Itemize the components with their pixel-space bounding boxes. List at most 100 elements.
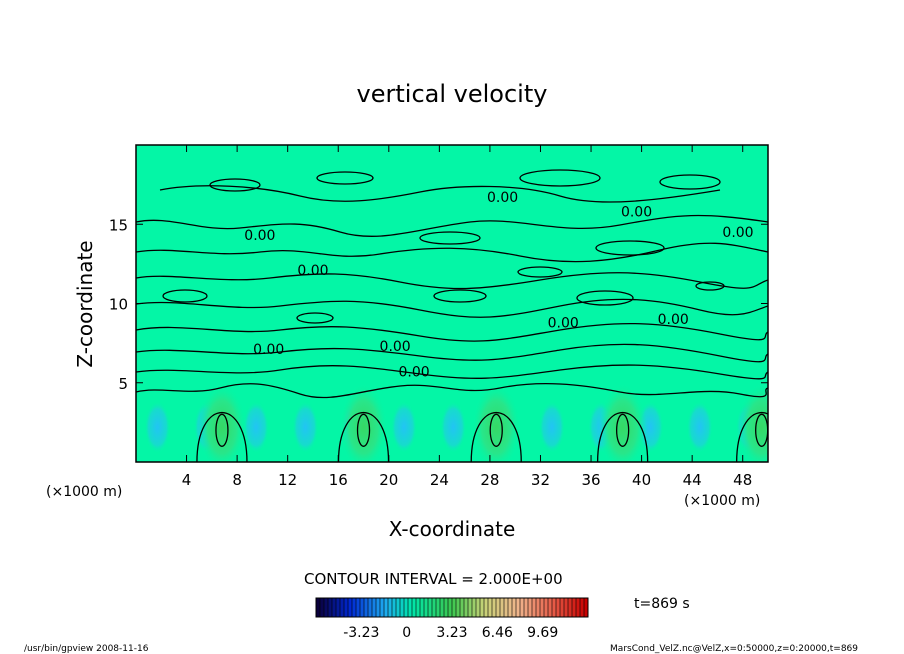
colorbar-segment [512, 598, 517, 617]
chart-title: vertical velocity [357, 80, 548, 108]
contour-interval-text: CONTOUR INTERVAL = 2.000E+00 [304, 570, 563, 588]
contour-line [159, 185, 721, 203]
colorbar-segment [580, 598, 585, 617]
colorbar-segment [504, 598, 509, 617]
updraft-core-contour [489, 413, 503, 447]
colorbar-segment [508, 598, 513, 617]
colorbar-segment [332, 598, 337, 617]
colorbar-tick-label: 3.23 [436, 625, 467, 641]
colorbar-tick-label: 0 [402, 625, 411, 641]
colorbar-segment [444, 598, 449, 617]
x-tick-label: 44 [683, 471, 702, 489]
contour-label: 0.00 [487, 190, 518, 206]
x-tick-label: 28 [480, 471, 499, 489]
colorbar-segment [532, 598, 537, 617]
updraft-contour [597, 411, 649, 462]
colorbar-tick-label: 6.46 [482, 625, 513, 641]
colorbar-segment [368, 598, 373, 617]
contour-label: 0.00 [297, 263, 328, 279]
x-tick-label: 12 [278, 471, 297, 489]
colorbar-segment [416, 598, 421, 617]
colorbar-segment [344, 598, 349, 617]
colorbar-segment [340, 598, 345, 617]
colorbar-segment [468, 598, 473, 617]
updraft-core-contour [215, 413, 229, 447]
contour-label: 0.00 [398, 364, 429, 380]
colorbar-segment [388, 598, 393, 617]
updraft-cell [339, 383, 388, 462]
colorbar-segment [448, 598, 453, 617]
contour-label: 0.00 [380, 339, 411, 355]
contour-loop [576, 290, 634, 306]
colorbar-segment [472, 598, 477, 617]
y-axis-title: Z-coordinate [73, 240, 97, 367]
colorbar-segment [328, 598, 333, 617]
y-tick-label: 5 [118, 375, 128, 393]
contour-loop [419, 231, 481, 245]
updraft-contour [196, 411, 248, 462]
x-unit-left: (×1000 m) [46, 484, 122, 500]
contour-label: 0.00 [621, 204, 652, 220]
contour-label: 0.00 [253, 342, 284, 358]
colorbar-segment [564, 598, 569, 617]
contour-line [136, 298, 768, 318]
colorbar-segment [464, 598, 469, 617]
colorbar-segment [528, 598, 533, 617]
x-tick-label: 16 [329, 471, 348, 489]
time-label: t=869 s [634, 596, 690, 612]
colorbar-segment [540, 598, 545, 617]
colorbar-segment [420, 598, 425, 617]
x-tick-label: 40 [632, 471, 651, 489]
x-tick-label: 48 [733, 471, 752, 489]
colorbar-segment [376, 598, 381, 617]
updraft-contour [337, 411, 390, 462]
colorbar-segment [348, 598, 353, 617]
y-tick-label: 15 [109, 216, 128, 234]
y-tick-label: 10 [109, 296, 128, 314]
updraft-cell [472, 383, 521, 462]
colorbar-segment [496, 598, 501, 617]
colorbar-segment [480, 598, 485, 617]
colorbar-segment [372, 598, 377, 617]
downdraft-cell [144, 401, 171, 454]
colorbar-segment [548, 598, 553, 617]
contour-line [136, 214, 768, 237]
updraft-contour [470, 411, 522, 462]
colorbar-segment [440, 598, 445, 617]
x-unit-right: (×1000 m) [684, 493, 760, 509]
colorbar-segment [552, 598, 557, 617]
contour-label: 0.00 [244, 228, 275, 244]
contour-loop [517, 266, 563, 278]
downdraft-cell [686, 401, 713, 454]
updraft-contour [736, 411, 768, 462]
colorbar-segment [500, 598, 505, 617]
colorbar-tick-label: 9.69 [527, 625, 558, 641]
colorbar-segment [404, 598, 409, 617]
x-tick-label: 8 [232, 471, 242, 489]
colorbar-segment [568, 598, 573, 617]
colorbar-segment [544, 598, 549, 617]
contour-label: 0.00 [548, 315, 579, 331]
contour-loop [296, 312, 334, 324]
footer-left: /usr/bin/gpview 2008-11-16 [24, 644, 149, 654]
contour-loop [316, 171, 374, 185]
downdraft-cell [390, 401, 417, 454]
contour-loop [519, 169, 601, 187]
colorbar-segment [384, 598, 389, 617]
contour-loop [695, 281, 725, 291]
colorbar-segment [452, 598, 457, 617]
colorbar-segment [392, 598, 397, 617]
contour-line [136, 364, 768, 380]
colorbar-segment [572, 598, 577, 617]
colorbar-segment [352, 598, 357, 617]
colorbar-segment [524, 598, 529, 617]
colorbar-segment [428, 598, 433, 617]
contour-line [136, 242, 768, 263]
colorbar-segment [432, 598, 437, 617]
contour-label: 0.00 [658, 312, 689, 328]
contour-loop [162, 289, 208, 303]
colorbar-segment [408, 598, 413, 617]
colorbar-segment [436, 598, 441, 617]
colorbar-segment [556, 598, 561, 617]
colorbar-segment [320, 598, 325, 617]
